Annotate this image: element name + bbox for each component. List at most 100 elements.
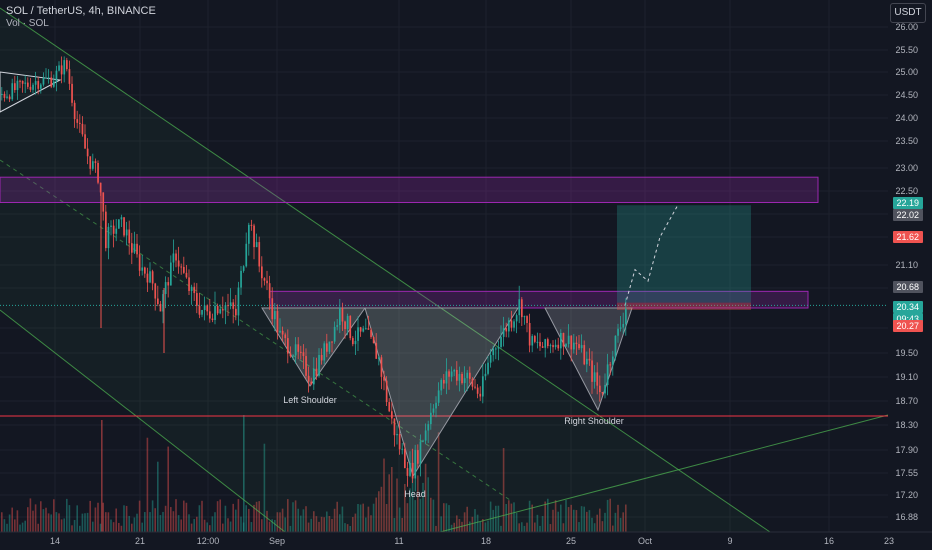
candle-body bbox=[469, 372, 471, 379]
candle-body bbox=[268, 283, 271, 299]
candle-body bbox=[279, 330, 281, 333]
volume-bar bbox=[619, 517, 622, 532]
time-axis[interactable]: 14 21 12:00 Sep 11 18 25 Oct 9 16 23 bbox=[0, 531, 932, 550]
candle-body bbox=[614, 335, 617, 357]
candle-body bbox=[271, 298, 274, 320]
candle-body bbox=[219, 309, 222, 314]
candle-body bbox=[227, 305, 229, 307]
annotation-label: Head bbox=[404, 489, 426, 499]
price-axis[interactable]: 26.00 25.50 25.00 24.50 24.00 23.50 23.00 22.50… bbox=[888, 0, 932, 550]
volume-bar bbox=[323, 517, 325, 532]
candle-body bbox=[609, 364, 612, 366]
annotation-label: Right Shoulder bbox=[564, 416, 624, 426]
candle-body bbox=[591, 360, 593, 382]
candle-body bbox=[6, 96, 8, 98]
volume-bar bbox=[495, 505, 497, 532]
candle-body bbox=[105, 211, 107, 249]
candle-body bbox=[547, 339, 549, 347]
volume-bar bbox=[125, 505, 128, 532]
volume-bar bbox=[333, 508, 336, 532]
candle-body bbox=[180, 266, 183, 268]
candle-body bbox=[110, 225, 112, 227]
volume-bar bbox=[42, 509, 45, 532]
volume-bar bbox=[45, 507, 47, 532]
symbol-title[interactable]: SOL / TetherUS, 4h, BINANCE bbox=[6, 5, 156, 17]
volume-bar bbox=[625, 504, 627, 532]
volume-bar bbox=[86, 512, 89, 532]
candle-body bbox=[562, 332, 565, 347]
volume-bar bbox=[206, 522, 208, 532]
candle-body bbox=[292, 355, 294, 357]
volume-bar bbox=[567, 507, 570, 532]
candle-body bbox=[349, 315, 352, 339]
volume-bar bbox=[528, 500, 531, 532]
candle-body bbox=[588, 358, 591, 361]
volume-bar bbox=[456, 515, 458, 532]
volume-bar bbox=[474, 509, 476, 532]
candle-body bbox=[185, 272, 188, 278]
volume-bar bbox=[53, 499, 55, 532]
candle-body bbox=[42, 77, 45, 85]
candle-body bbox=[320, 354, 323, 361]
volume-bar bbox=[37, 523, 39, 532]
candle-body bbox=[84, 134, 86, 149]
candle-body bbox=[448, 371, 450, 377]
volume-bar bbox=[227, 518, 229, 532]
candle-body bbox=[201, 310, 203, 315]
candle-body bbox=[333, 326, 336, 342]
volume-bar bbox=[175, 499, 177, 532]
candle-body bbox=[206, 305, 209, 312]
volume-bar bbox=[489, 501, 492, 532]
candle-body bbox=[352, 338, 354, 345]
volume-bar bbox=[476, 514, 479, 532]
candle-body bbox=[47, 77, 50, 79]
volume-bar bbox=[534, 522, 536, 532]
candle-body bbox=[365, 328, 367, 330]
pattern-labels: Left Shoulder Head Right Shoulder bbox=[283, 395, 624, 499]
price-tag-level bbox=[893, 209, 923, 221]
volume-bar bbox=[209, 525, 211, 532]
profit-zone bbox=[617, 205, 751, 303]
candle-body bbox=[404, 448, 406, 469]
volume-bar bbox=[547, 498, 549, 532]
candle-body bbox=[11, 83, 14, 100]
candle-body bbox=[328, 341, 331, 352]
candle-body bbox=[617, 328, 619, 336]
price-tag-level bbox=[893, 281, 923, 293]
candle-body bbox=[484, 373, 487, 377]
candle-body bbox=[107, 226, 110, 249]
volume-bar bbox=[417, 475, 419, 532]
volume-bar bbox=[513, 502, 515, 532]
volume-bar bbox=[235, 509, 237, 532]
candle-body bbox=[120, 217, 123, 220]
candle-body bbox=[8, 96, 11, 100]
currency-button[interactable]: USDT bbox=[890, 3, 926, 23]
price-tag-label: 09:43 bbox=[896, 314, 919, 324]
candle-body bbox=[203, 305, 206, 311]
candle-body bbox=[456, 369, 458, 381]
volume-bar bbox=[518, 523, 520, 532]
volume-bar bbox=[284, 517, 286, 532]
drawing-overlays bbox=[0, 7, 889, 533]
volume-bar bbox=[450, 524, 453, 532]
volume-bar bbox=[448, 505, 450, 532]
volume-bar bbox=[588, 510, 591, 532]
candle-body bbox=[492, 348, 495, 356]
volume-bar bbox=[294, 500, 297, 532]
volume-bar bbox=[3, 519, 6, 532]
volume-bar bbox=[216, 501, 219, 532]
candle-body bbox=[45, 77, 47, 79]
candle-body bbox=[141, 267, 144, 271]
candle-body bbox=[287, 338, 289, 354]
volume-bar bbox=[237, 499, 240, 532]
volume-bar bbox=[222, 523, 224, 532]
volume-bar bbox=[505, 503, 507, 532]
volume-bar bbox=[164, 505, 167, 532]
candle-body bbox=[437, 390, 440, 403]
volume-bar bbox=[565, 499, 567, 532]
volume-bars bbox=[1, 415, 627, 532]
volume-bar bbox=[346, 524, 349, 532]
volume-bar bbox=[34, 504, 37, 532]
volume-bar bbox=[266, 510, 268, 532]
